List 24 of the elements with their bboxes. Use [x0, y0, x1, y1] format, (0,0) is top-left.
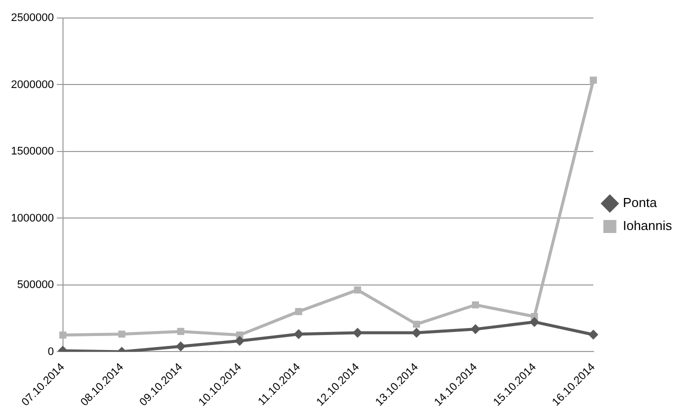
point [588, 330, 598, 340]
y-tick-label: 0 [48, 346, 54, 358]
point [354, 286, 362, 294]
point [590, 76, 597, 84]
point [472, 301, 479, 308]
point [118, 330, 126, 338]
point [59, 332, 66, 339]
y-tick-label: 500000 [17, 279, 54, 292]
point [294, 329, 304, 340]
point [412, 320, 420, 328]
legend-label: Ponta [622, 195, 658, 210]
y-tick-label: 1500000 [10, 146, 54, 158]
point [529, 316, 540, 327]
legend-label: Iohannis [622, 218, 672, 234]
point [352, 328, 363, 338]
y-tick-label: 1000000 [10, 212, 54, 224]
point [412, 328, 422, 338]
point [295, 308, 302, 316]
point [470, 324, 480, 334]
point [177, 328, 184, 335]
y-tick-label: 2500000 [10, 12, 54, 24]
y-tick-label: 2000000 [10, 78, 54, 91]
point [176, 341, 186, 352]
point [234, 336, 245, 346]
